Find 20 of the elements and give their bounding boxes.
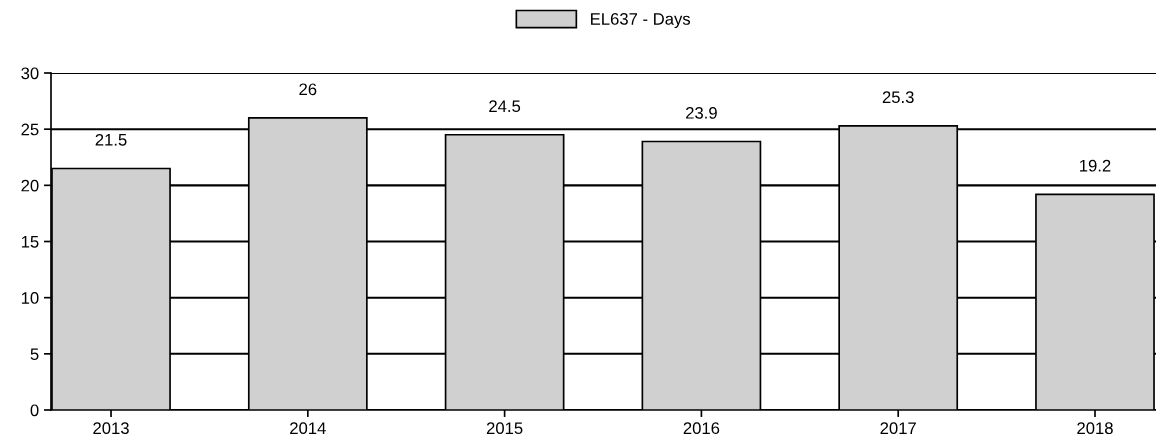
- x-tick-label: 2015: [486, 422, 523, 435]
- x-tick-label: 2013: [93, 422, 129, 435]
- data-label: 25.3: [882, 91, 914, 104]
- data-label: 24.5: [489, 100, 521, 113]
- y-tick-label: 20: [21, 179, 39, 192]
- data-label: 23.9: [686, 106, 717, 119]
- legend-label: EL637 - Days: [591, 13, 691, 29]
- y-tick-label: 0: [30, 404, 39, 417]
- y-tick-label: 25: [21, 123, 39, 136]
- y-tick-label: 5: [30, 348, 39, 361]
- x-tick-label: 2016: [683, 422, 720, 435]
- data-label: 26: [299, 83, 317, 96]
- y-tick-label: 15: [21, 236, 39, 248]
- y-tick-label: 10: [21, 292, 39, 304]
- data-label: 21.5: [95, 133, 127, 146]
- data-label: 19.2: [1080, 159, 1111, 172]
- y-tick-label: 30: [21, 67, 39, 80]
- x-tick-label: 2018: [1077, 422, 1113, 435]
- x-tick-label: 2014: [290, 422, 326, 435]
- x-tick-label: 2017: [880, 422, 916, 435]
